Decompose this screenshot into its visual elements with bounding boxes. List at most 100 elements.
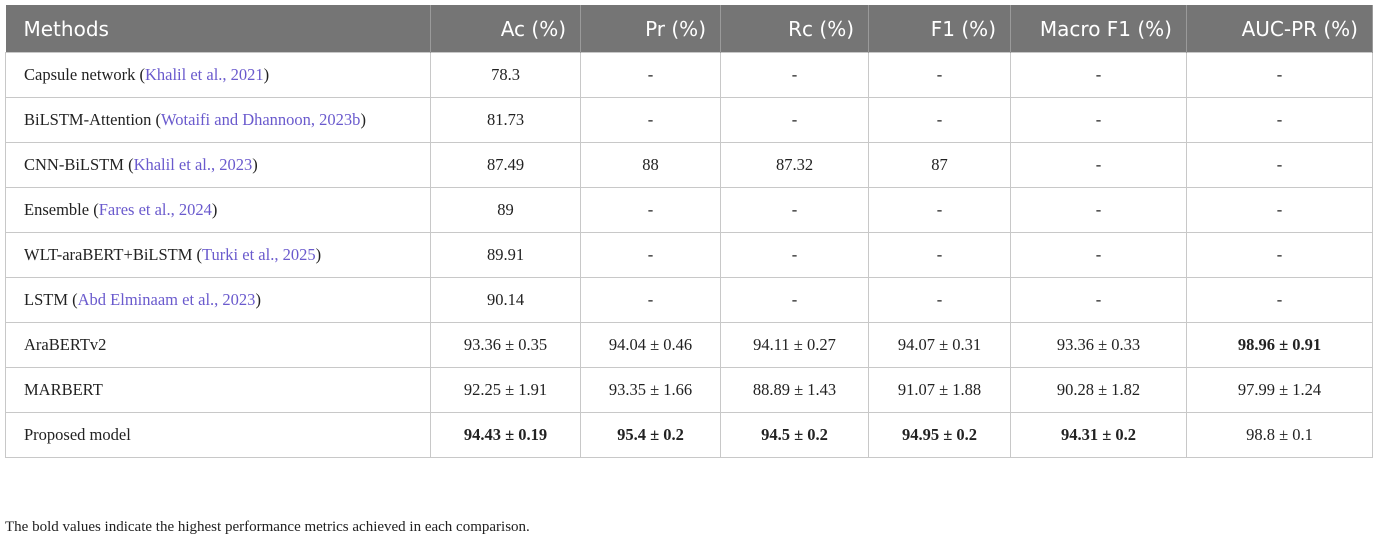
metric-value: 92.25 ± 1.91 (463, 380, 548, 399)
metric-value: 88.89 ± 1.43 (752, 380, 837, 399)
metric-cell: 94.31 ± 0.2 (1010, 412, 1187, 458)
metric-value: 94.11 ± 0.27 (753, 335, 836, 354)
metric-cell: - (1010, 142, 1187, 188)
table-row: CNN-BiLSTM (Khalil et al., 2023) 87.49 88 8… (5, 142, 1373, 188)
header-cell: Methods (5, 5, 431, 53)
metric-value: - (1276, 110, 1283, 129)
metric-cell: - (1186, 142, 1373, 188)
metric-cell: - (580, 232, 721, 278)
metric-value: 94.95 ± 0.2 (901, 425, 978, 444)
metric-value: 93.36 ± 0.35 (463, 335, 548, 354)
method-name: AraBERTv2 (24, 335, 107, 354)
citation: Fares et al., 2024 (98, 200, 212, 219)
metric-value: - (791, 110, 798, 129)
metric-value: - (791, 65, 798, 84)
metric-value: 90.28 ± 1.82 (1056, 380, 1141, 399)
metric-cell: - (1010, 232, 1187, 278)
metric-cell: - (1186, 232, 1373, 278)
method-name: MARBERT (24, 380, 103, 399)
metric-value: - (791, 290, 798, 309)
metric-cell: 90.28 ± 1.82 (1010, 367, 1187, 413)
metric-value: 94.5 ± 0.2 (761, 425, 828, 444)
metric-cell: 89 (430, 187, 581, 233)
method-cell: LSTM (Abd Elminaam et al., 2023) (5, 277, 431, 323)
metric-cell: 89.91 (430, 232, 581, 278)
metric-cell: - (868, 232, 1011, 278)
metric-cell: 78.3 (430, 52, 581, 98)
metric-cell: 94.5 ± 0.2 (720, 412, 869, 458)
metric-cell: 94.04 ± 0.46 (580, 322, 721, 368)
metric-value: 91.07 ± 1.88 (897, 380, 982, 399)
metric-cell: - (720, 232, 869, 278)
table-row: WLT-araBERT+BiLSTM (Turki et al., 2025) 8… (5, 232, 1373, 278)
metric-value: 98.8 ± 0.1 (1246, 425, 1313, 444)
header-cell: Ac (%) (430, 5, 581, 53)
results-table: Methods Ac (%) Pr (%) Rc (%) F1 (%) Macro F1 … (5, 5, 1373, 458)
metric-cell: 87.49 (430, 142, 581, 188)
citation: Khalil et al., 2021 (144, 65, 264, 84)
method-cell: WLT-araBERT+BiLSTM (Turki et al., 2025) (5, 232, 431, 278)
metric-cell: - (868, 97, 1011, 143)
metric-cell: - (580, 97, 721, 143)
metric-cell: - (580, 52, 721, 98)
method-name: Capsule network (24, 65, 136, 84)
metric-value: - (1276, 245, 1283, 264)
metric-cell: 81.73 (430, 97, 581, 143)
table-body: Capsule network (Khalil et al., 2021) 78.… (5, 52, 1373, 458)
metric-cell: - (1186, 52, 1373, 98)
method-cell: BiLSTM-Attention (Wotaifi and Dhannoon, … (5, 97, 431, 143)
metric-value: - (647, 65, 654, 84)
metric-value: 78.3 (491, 65, 520, 84)
header-row: Methods Ac (%) Pr (%) Rc (%) F1 (%) Macro F1 … (5, 5, 1373, 53)
metric-cell: 93.35 ± 1.66 (580, 367, 721, 413)
method-cell: Capsule network (Khalil et al., 2021) (5, 52, 431, 98)
table-row: Ensemble (Fares et al., 2024) 89 - - - - - (5, 187, 1373, 233)
metric-value: 81.73 (486, 110, 525, 129)
table-row: Proposed model 94.43 ± 0.19 95.4 ± 0.2 94.5… (5, 412, 1373, 458)
method-name: Proposed model (24, 425, 131, 444)
header-cell: Pr (%) (580, 5, 721, 53)
method-cell: AraBERTv2 (5, 322, 431, 368)
metric-value: - (1095, 65, 1102, 84)
metric-value: - (791, 200, 798, 219)
header-cell: AUC-PR (%) (1186, 5, 1373, 53)
method-cell: Proposed model (5, 412, 431, 458)
metric-value: 94.04 ± 0.46 (608, 335, 693, 354)
metric-value: - (936, 290, 943, 309)
citation: Turki et al., 2025 (202, 245, 316, 264)
metric-value: 90.14 (486, 290, 525, 309)
metric-value: - (1095, 200, 1102, 219)
metric-cell: 87.32 (720, 142, 869, 188)
method-cell: Ensemble (Fares et al., 2024) (5, 187, 431, 233)
metric-cell: - (1010, 52, 1187, 98)
metric-value: 89 (497, 200, 514, 219)
metric-cell: - (580, 277, 721, 323)
metric-value: 94.43 ± 0.19 (463, 425, 548, 444)
metric-value: - (936, 110, 943, 129)
header-cell: F1 (%) (868, 5, 1011, 53)
metric-cell: - (1186, 97, 1373, 143)
header-cell: Rc (%) (720, 5, 869, 53)
table-row: LSTM (Abd Elminaam et al., 2023) 90.14 - - -… (5, 277, 1373, 323)
method-name: WLT-araBERT+BiLSTM (24, 245, 193, 264)
method-name: Ensemble (24, 200, 90, 219)
metric-value: 94.07 ± 0.31 (897, 335, 982, 354)
metric-value: - (647, 110, 654, 129)
metric-cell: - (868, 187, 1011, 233)
metric-cell: - (580, 187, 721, 233)
metric-cell: 97.99 ± 1.24 (1186, 367, 1373, 413)
metric-value: 87.49 (486, 155, 525, 174)
metric-cell: - (1010, 277, 1187, 323)
metric-cell: 98.8 ± 0.1 (1186, 412, 1373, 458)
header-cell: Macro F1 (%) (1010, 5, 1187, 53)
metric-cell: 91.07 ± 1.88 (868, 367, 1011, 413)
metric-value: - (936, 245, 943, 264)
metric-value: - (936, 65, 943, 84)
metric-value: 89.91 (486, 245, 525, 264)
metric-value: - (1095, 110, 1102, 129)
metric-value: - (1276, 290, 1283, 309)
method-name: CNN-BiLSTM (24, 155, 124, 174)
metric-value: - (1095, 155, 1102, 174)
table-row: MARBERT 92.25 ± 1.91 93.35 ± 1.66 88.89 ± 1… (5, 367, 1373, 413)
